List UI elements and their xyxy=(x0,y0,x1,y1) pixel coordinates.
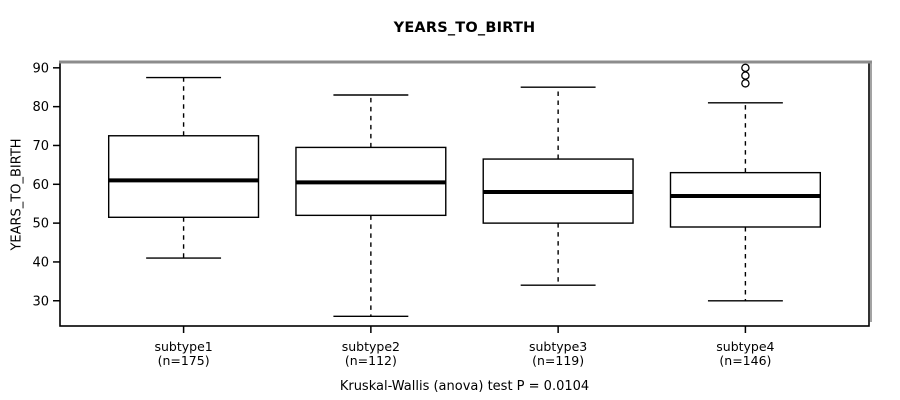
y-tick-label: 90 xyxy=(32,61,49,76)
outlier-point xyxy=(741,79,750,88)
x-category-label: subtype4 xyxy=(716,339,774,354)
x-category-count-label: (n=112) xyxy=(345,353,397,368)
x-category-count-label: (n=146) xyxy=(719,353,771,368)
y-tick-label: 70 xyxy=(32,139,49,154)
statistical-test-caption: Kruskal-Wallis (anova) test P = 0.0104 xyxy=(339,379,590,394)
y-tick-label: 60 xyxy=(32,178,49,193)
outlier-point xyxy=(741,63,750,73)
y-tick-label: 30 xyxy=(32,294,49,309)
y-tick-label: 40 xyxy=(32,255,49,270)
x-category-label: subtype2 xyxy=(342,339,400,354)
y-tick-label: 80 xyxy=(32,100,49,115)
box-subtype1 xyxy=(107,135,260,218)
chart-title: YEARS_TO_BIRTH xyxy=(393,20,536,36)
x-category-count-label: (n=119) xyxy=(532,353,584,368)
outlier-point xyxy=(741,71,750,80)
box-subtype4 xyxy=(669,171,822,228)
x-category-label: subtype3 xyxy=(529,339,587,354)
x-category-label: subtype1 xyxy=(154,339,212,354)
x-category-count-label: (n=175) xyxy=(158,353,210,368)
y-tick-label: 50 xyxy=(32,217,49,232)
